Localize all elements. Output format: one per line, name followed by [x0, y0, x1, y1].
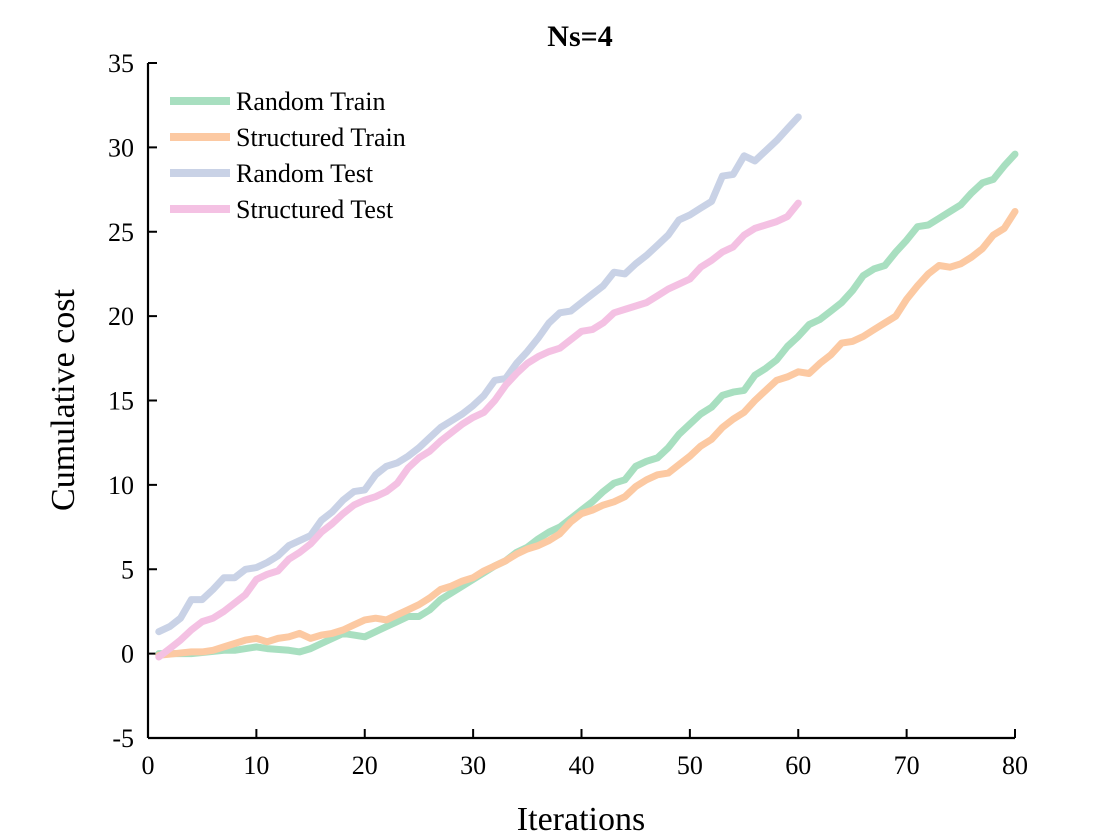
legend-label-random-train: Random Train — [236, 87, 386, 116]
x-tick-label: 40 — [569, 751, 595, 780]
chart-title: Ns=4 — [547, 20, 612, 53]
y-tick-label: 5 — [121, 555, 134, 584]
y-axis-ticks: -5 0 5 10 15 20 25 30 35 — [108, 49, 157, 753]
x-tick-label: 80 — [1002, 751, 1028, 780]
series-line-structured-train — [155, 208, 1019, 659]
series-line-random-test — [155, 113, 802, 636]
x-tick-label: 0 — [142, 751, 155, 780]
y-axis-label: Cumulative cost — [45, 288, 82, 510]
x-axis-label: Iterations — [517, 801, 645, 838]
legend-label-structured-train: Structured Train — [236, 123, 406, 152]
x-tick-label: 70 — [894, 751, 920, 780]
legend-label-structured-test: Structured Test — [236, 195, 394, 224]
y-tick-label: 25 — [108, 218, 134, 247]
y-tick-label: 20 — [108, 302, 134, 331]
y-tick-label: -5 — [112, 724, 134, 753]
series-lines — [155, 113, 1019, 661]
x-tick-label: 10 — [243, 751, 269, 780]
legend-label-random-test: Random Test — [236, 159, 374, 188]
y-tick-label: 10 — [108, 471, 134, 500]
series-line-random-train — [155, 150, 1019, 658]
y-tick-label: 30 — [108, 133, 134, 162]
y-tick-label: 15 — [108, 387, 134, 416]
y-tick-label: 35 — [108, 49, 134, 78]
x-tick-label: 30 — [460, 751, 486, 780]
x-tick-label: 50 — [677, 751, 703, 780]
y-tick-label: 0 — [121, 640, 134, 669]
x-axis-ticks: 0 10 20 30 40 50 60 70 80 — [142, 729, 1028, 780]
legend: Random Train Structured Train Random Test S… — [170, 87, 406, 224]
x-tick-label: 60 — [785, 751, 811, 780]
x-tick-label: 20 — [352, 751, 378, 780]
series-line-structured-test — [155, 199, 802, 661]
